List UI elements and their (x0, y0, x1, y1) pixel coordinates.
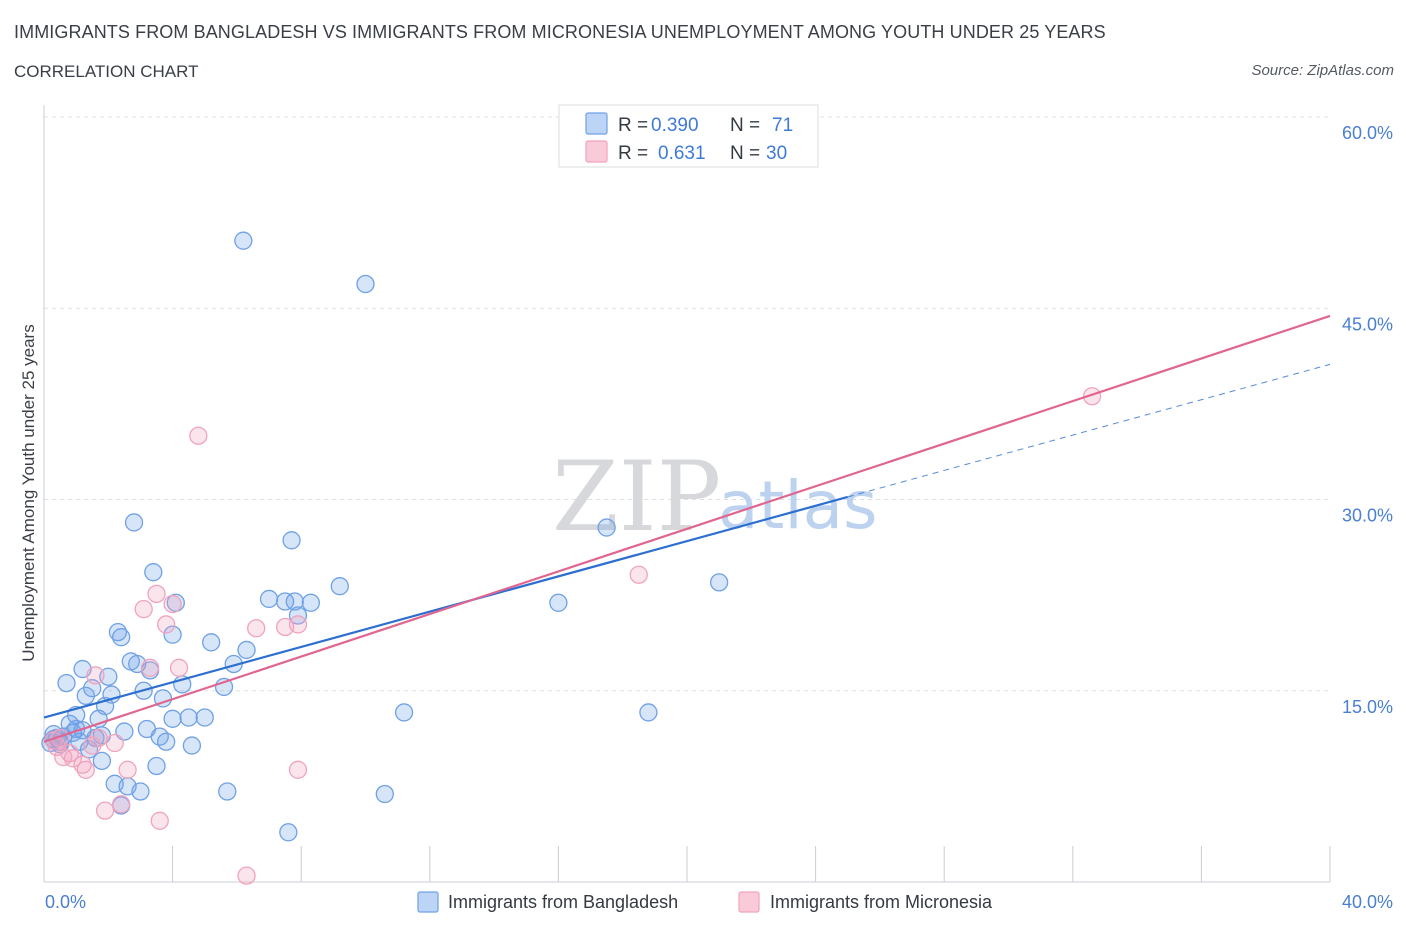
micronesia-point-4 (60, 744, 79, 763)
micronesia-point-5 (73, 755, 92, 774)
micronesia-point-21 (189, 426, 208, 445)
micronesia-point-27 (629, 565, 648, 584)
micronesia-point-28 (1082, 387, 1102, 406)
micronesia-point-14 (134, 600, 153, 619)
bangladesh-point-5 (57, 673, 76, 693)
bangladesh-point-24 (112, 628, 131, 647)
chart-title: IMMIGRANTS FROM BANGLADESH VS IMMIGRANTS… (14, 22, 1106, 42)
bangladesh-point-50 (234, 231, 253, 250)
bangladesh-trend-extension (847, 363, 1331, 498)
micronesia-point-12 (112, 795, 131, 814)
x-tick-label-0: 0.0% (45, 892, 86, 912)
bangladesh-point-51 (237, 640, 256, 660)
legend-swatch-bangladesh (585, 112, 608, 135)
micronesia-point-8 (86, 666, 105, 685)
legend-r-value-1: 0.390 (651, 115, 699, 136)
bangladesh-point-46 (202, 633, 221, 652)
axes (43, 105, 1331, 883)
bangladesh-point-53 (275, 592, 295, 611)
micronesia-point-9 (89, 728, 108, 748)
bangladesh-point-39 (163, 709, 182, 728)
bangladesh-point-66 (710, 573, 729, 592)
y-tick-label-2: 45.0% (1342, 314, 1393, 334)
bangladesh-point-58 (301, 593, 320, 612)
correlation-legend: R = 0.390 N = 71 R = 0.631 N = 30 (558, 104, 819, 168)
bangladesh-trend-line (43, 495, 849, 719)
micronesia-point-17 (150, 811, 169, 830)
legend-swatch-micronesia (585, 140, 608, 163)
bangladesh-point-17 (92, 751, 112, 771)
micronesia-point-29 (63, 749, 83, 768)
source-credit: Source: ZipAtlas.com (1251, 62, 1394, 79)
legend-label-micronesia: Immigrants from Micronesia (770, 892, 993, 912)
watermark-zip: ZIP (552, 441, 721, 553)
micronesia-point-23 (247, 619, 266, 638)
chart-subtitle: CORRELATION CHART (14, 62, 199, 81)
bangladesh-point-64 (597, 518, 616, 537)
y-axis-tick-labels: 15.0% 30.0% 45.0% 60.0% (1342, 123, 1393, 717)
bangladesh-point-60 (356, 274, 375, 294)
y-tick-label-3: 60.0% (1342, 123, 1393, 143)
bangladesh-point-56 (285, 592, 304, 611)
bangladesh-point-44 (182, 736, 202, 755)
bangladesh-point-63 (549, 593, 568, 612)
micronesia-point-25 (288, 615, 308, 634)
bangladesh-point-40 (163, 625, 182, 644)
bangladesh-point-54 (279, 823, 298, 842)
legend-swatch-micronesia-bottom (738, 891, 760, 913)
trend-lines (43, 314, 1331, 743)
micronesia-point-26 (288, 760, 308, 779)
x-axis-tick-labels: 0.0% 40.0% (45, 892, 1393, 912)
bangladesh-point-35 (147, 756, 166, 776)
legend-r-label-1: R = (618, 115, 648, 136)
legend-swatch-bangladesh-bottom (417, 891, 439, 913)
series-legend: Immigrants from Bangladesh Immigrants fr… (417, 891, 993, 913)
legend-n-value-2: 30 (766, 143, 787, 164)
bangladesh-point-52 (259, 589, 279, 609)
series-bangladesh-points (41, 231, 729, 842)
legend-n-label-1: N = (730, 115, 760, 136)
bangladesh-point-61 (375, 784, 394, 804)
y-axis-label: Unemployment Among Youth under 25 years (19, 324, 38, 661)
bangladesh-point-30 (131, 782, 150, 801)
watermark: ZIP atlas (552, 441, 878, 553)
bangladesh-point-62 (394, 703, 414, 722)
bangladesh-point-34 (144, 563, 163, 582)
bangladesh-point-55 (282, 531, 301, 550)
bangladesh-point-45 (195, 708, 214, 727)
micronesia-point-11 (105, 733, 124, 753)
micronesia-point-20 (169, 658, 189, 677)
micronesia-point-2 (50, 728, 70, 748)
micronesia-point-16 (147, 584, 166, 603)
bangladesh-point-28 (124, 513, 144, 532)
micronesia-point-13 (118, 760, 137, 779)
bangladesh-point-43 (179, 708, 198, 727)
legend-label-bangladesh: Immigrants from Bangladesh (448, 892, 678, 912)
bangladesh-point-59 (330, 577, 349, 596)
y-tick-label-0: 15.0% (1342, 697, 1393, 717)
micronesia-point-19 (163, 594, 182, 614)
x-tick-label-1: 40.0% (1342, 892, 1393, 912)
legend-n-label-2: N = (730, 143, 760, 164)
y-tick-label-1: 30.0% (1342, 506, 1393, 526)
bangladesh-point-48 (218, 782, 237, 801)
grid-lines (44, 116, 1330, 692)
micronesia-point-6 (76, 760, 95, 779)
micronesia-point-22 (237, 866, 256, 885)
legend-r-label-2: R = (618, 143, 648, 164)
bangladesh-point-23 (108, 622, 128, 642)
micronesia-point-18 (157, 615, 176, 634)
micronesia-point-15 (140, 658, 160, 677)
legend-n-value-1: 71 (772, 115, 793, 136)
micronesia-point-10 (95, 801, 115, 820)
micronesia-trend-line (43, 314, 1331, 743)
bangladesh-point-38 (157, 732, 176, 751)
watermark-atlas: atlas (718, 467, 878, 544)
bangladesh-point-65 (639, 703, 658, 722)
series-micronesia-points (44, 387, 1102, 885)
legend-r-value-2: 0.631 (658, 143, 706, 164)
